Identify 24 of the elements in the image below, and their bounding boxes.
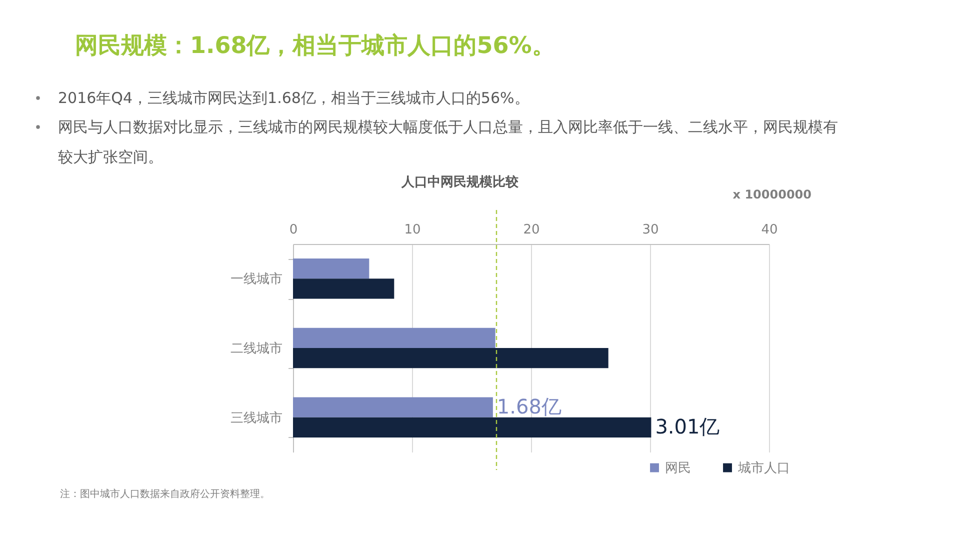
text: 2016年Q4，三线城市网民达到1.68亿，相当于三线城市人口的56%。 (58, 89, 530, 107)
x-tick-label: 10 (404, 222, 421, 238)
legend-label: 城市人口 (737, 460, 790, 476)
chart-subtitle: 人口中网民规模比较 (400, 174, 520, 190)
annotation: 1.68亿 (496, 394, 562, 418)
x-tick-label: 30 (642, 222, 659, 238)
x-tick-label: 0 (289, 222, 298, 238)
legend-label: 网民 (665, 460, 691, 476)
y-tick-label: 二线城市 (230, 342, 282, 356)
bar (293, 328, 496, 348)
bar (293, 417, 652, 438)
bar (293, 348, 608, 368)
text: 网民与人口数据对比显示，三线城市的网民规模较大幅度低于人口总量，且入网比率低于一线、二线水平，网民规模有较大扩张空间。 (58, 118, 838, 166)
x-tick-label: 20 (523, 222, 540, 238)
bar (293, 397, 493, 418)
annotation: 3.01亿 (655, 414, 720, 438)
bar (293, 278, 394, 299)
bar (293, 258, 370, 279)
text: 注：图中城市人口数据来自政府公开资料整理。 (60, 488, 270, 500)
y-tick-label: 三线城市 (230, 410, 282, 426)
chart-title: 网民规模：1.68亿，相当于城市人口的56%。 (75, 32, 555, 59)
x-axis-title: x 10000000 (732, 188, 812, 202)
x-tick-label: 40 (761, 222, 778, 238)
y-tick-label: 一线城市 (230, 272, 282, 288)
